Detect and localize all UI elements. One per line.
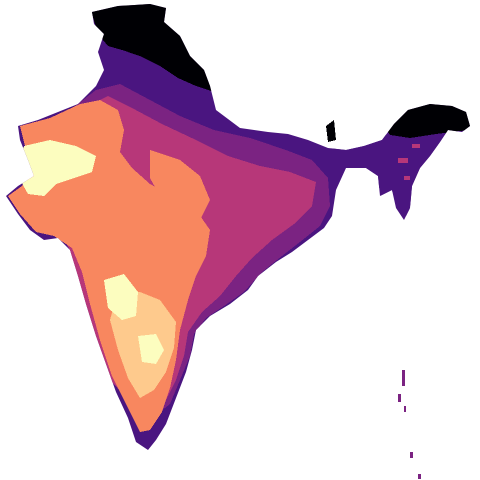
zone-northeast-purple: [330, 132, 452, 218]
map-islands: [326, 120, 421, 479]
island-1: [402, 370, 405, 386]
island-4: [410, 452, 413, 458]
zone-yellow-deccan: [104, 274, 138, 320]
zone-yellow-south: [138, 334, 164, 364]
zone-northeast-black: [384, 104, 470, 140]
zone-north-black: [88, 4, 214, 92]
zone-northeast-pink-1: [398, 158, 408, 163]
zone-northeast-pink-2: [412, 144, 420, 148]
island-2: [398, 394, 401, 402]
zone-coral-central: [150, 150, 210, 220]
zone-east-black-peak: [326, 120, 336, 142]
zone-yellow-west: [18, 140, 96, 196]
zone-northeast-pink-3: [404, 176, 410, 180]
island-5: [418, 474, 421, 479]
island-3: [404, 406, 406, 412]
